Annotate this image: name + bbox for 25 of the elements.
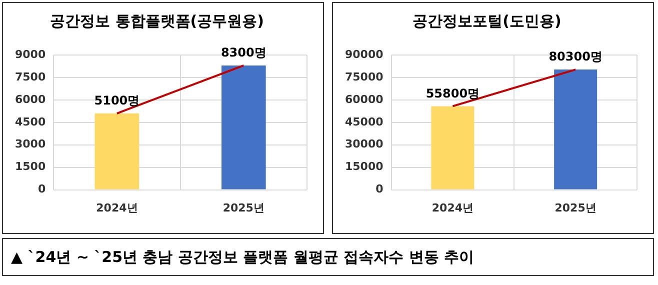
x-tick-label: 2025년: [222, 201, 264, 214]
y-tick-label: 1500: [14, 160, 46, 174]
x-tick-label: 2024년: [96, 201, 138, 214]
y-tick-label: 15000: [344, 160, 384, 174]
y-tick-label: 0: [38, 182, 46, 196]
y-tick-label: 6000: [14, 92, 46, 106]
chart-title: 공간정보포털(도민용): [412, 12, 562, 30]
x-tick-label: 2025년: [554, 201, 596, 214]
y-tick-label: 45000: [344, 115, 384, 128]
x-tick-label: 2024년: [432, 201, 474, 214]
data-label: 8300명: [220, 46, 266, 60]
data-label: 5100명: [94, 94, 140, 108]
y-tick-label: 3000: [14, 138, 46, 151]
y-tick-label: 30000: [344, 138, 384, 151]
y-tick-label: 0: [376, 182, 384, 196]
data-label: 55800명: [426, 86, 480, 100]
y-tick-label: 75000: [344, 70, 384, 84]
y-tick-label: 7500: [14, 70, 46, 84]
chart-title: 공간정보 통합플랫폼(공무원용): [50, 12, 264, 30]
y-tick-label: 60000: [344, 92, 384, 106]
text: ▲ `24년 ~ `25년 충남 공간정보 플랫폼 월평균 접속자수 변동 추이: [2, 238, 654, 276]
data-label: 80300명: [548, 50, 602, 64]
y-tick-label: 90000: [344, 48, 384, 61]
y-tick-label: 9000: [14, 48, 46, 61]
y-tick-label: 4500: [14, 115, 46, 128]
